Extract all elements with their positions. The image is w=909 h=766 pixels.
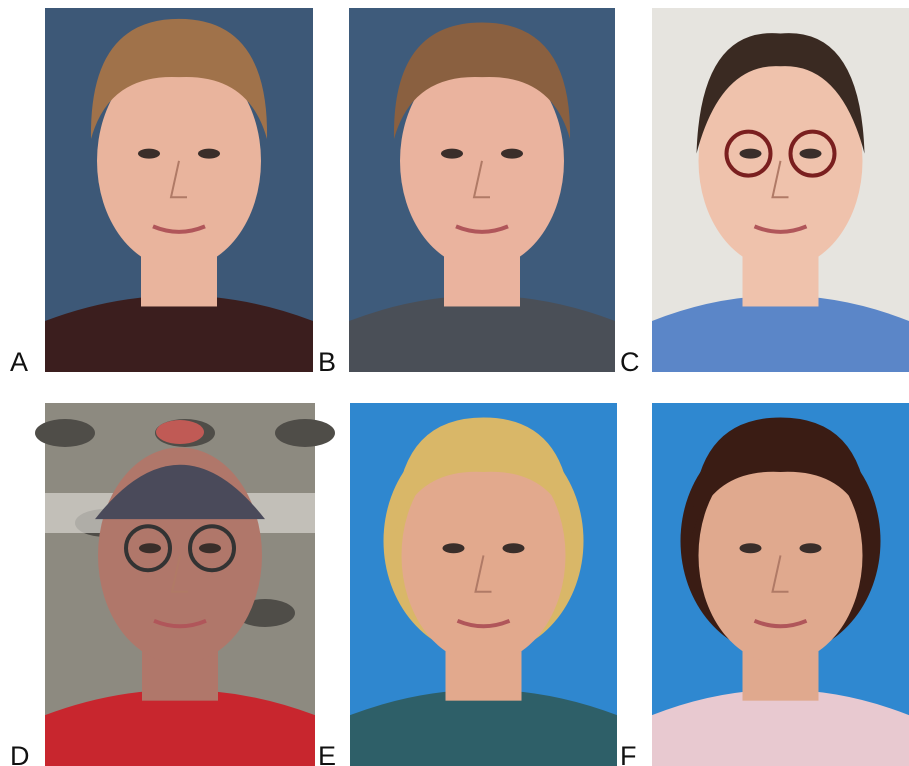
eye [501,149,523,159]
photo [35,403,335,766]
panel-label: A [10,347,28,377]
eye [740,543,762,553]
eye [443,543,465,553]
eye [503,543,525,553]
photo [349,8,615,372]
eye [441,149,463,159]
photo [350,403,617,766]
eye [740,149,762,159]
eye [199,543,221,553]
figure: A B C D E F [0,0,909,766]
photo [652,403,909,766]
eye [198,149,220,159]
eye [800,543,822,553]
rock [275,419,335,447]
panel-label: E [318,741,336,766]
eye [800,149,822,159]
rock [35,419,95,447]
photo [652,8,909,372]
cap-logo [156,420,204,444]
panel-label: C [620,347,640,377]
eye [139,543,161,553]
page: ABCDEF (() => { const data = JSON.parse(… [0,0,909,766]
panel-label: D [10,741,30,766]
photo [45,8,313,372]
panel-label: B [318,347,336,377]
panel-label: F [620,741,637,766]
eye [138,149,160,159]
